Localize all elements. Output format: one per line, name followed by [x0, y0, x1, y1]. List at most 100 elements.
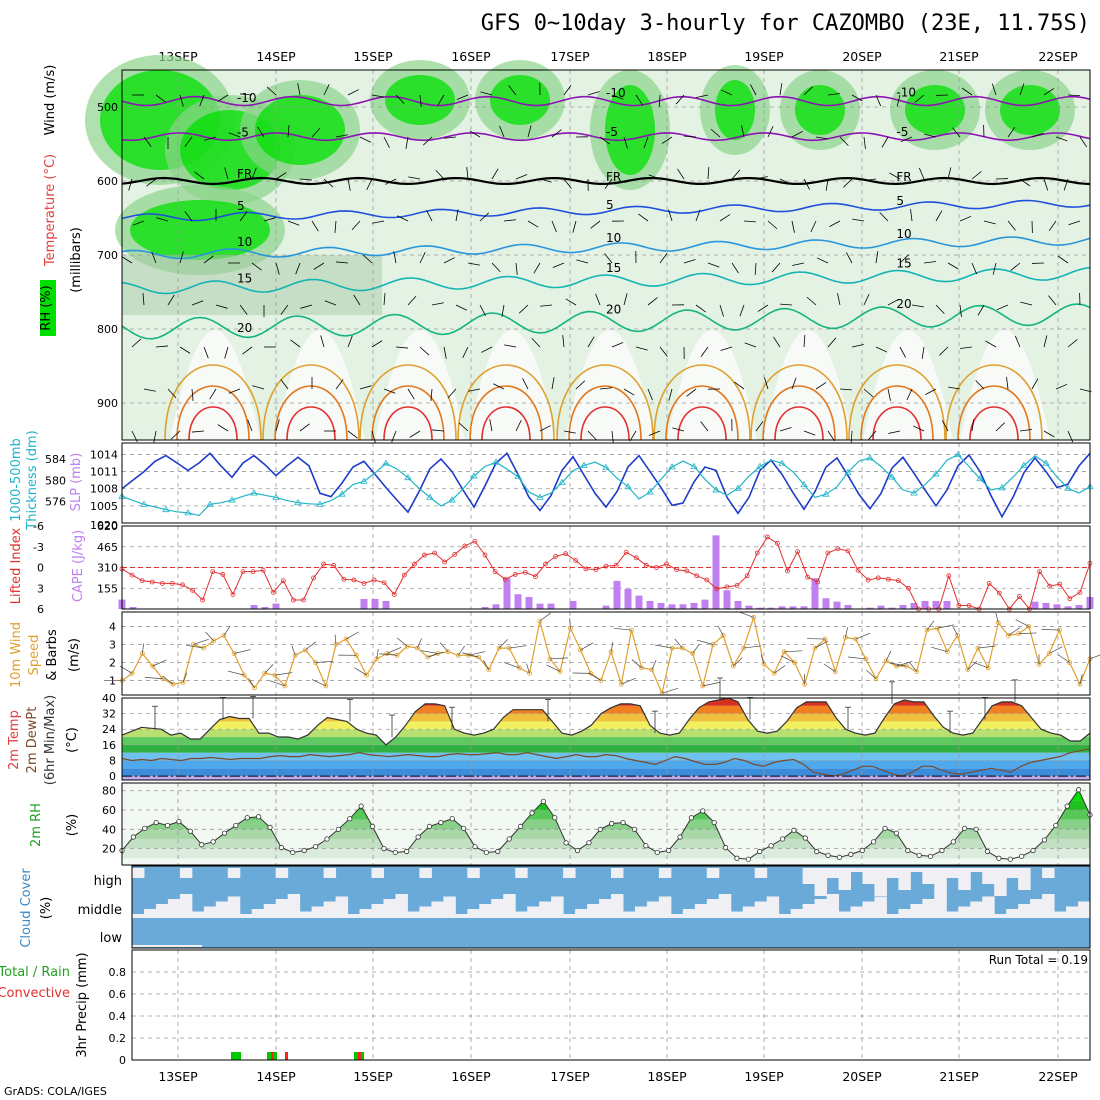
- isotherm-label: FR: [896, 170, 911, 184]
- middle-cloud-cell: [634, 906, 648, 918]
- lifted-index-marker: [603, 563, 609, 569]
- wind-barb: [816, 257, 829, 264]
- middle-cloud-cell: [766, 896, 780, 918]
- wind-barb: [757, 304, 769, 312]
- warm-isotherm: [371, 385, 445, 441]
- wind-speed-marker: [792, 660, 797, 665]
- wind-barb: [843, 178, 853, 188]
- wind-barb: [731, 169, 741, 180]
- thickness-marker: [602, 463, 610, 470]
- thickness-marker: [580, 461, 588, 468]
- wind-barb: [760, 654, 765, 665]
- high-cloud-cell: [132, 868, 145, 878]
- wind-barb: [280, 304, 289, 315]
- wind-barb: [935, 210, 943, 222]
- wind-barb: [925, 388, 937, 395]
- cape-bar: [877, 605, 885, 609]
- temp-tick: 16: [102, 739, 116, 752]
- wind-barb: [1067, 94, 1081, 97]
- wind-speed-marker: [241, 672, 247, 678]
- wind-barb: [937, 624, 955, 629]
- middle-cloud-cell: [251, 909, 265, 918]
- high-cloud-cell: [826, 868, 840, 878]
- wind-barb: [947, 262, 959, 270]
- wind-barb: [533, 262, 541, 274]
- middle-cloud-cell: [611, 894, 624, 918]
- high-cloud-cell: [994, 868, 1007, 896]
- wind-barb: [407, 388, 415, 400]
- middle-cloud-cell: [1042, 894, 1055, 918]
- rh-marker: [905, 847, 911, 854]
- rh-marker: [609, 820, 615, 827]
- middle-cloud-cell: [143, 909, 157, 918]
- middle-cloud-cell: [599, 899, 612, 918]
- rh-marker: [244, 815, 250, 821]
- precip-tick: 0.6: [109, 988, 127, 1001]
- wind-barb: [635, 346, 648, 351]
- middle-cloud-cell: [946, 911, 959, 918]
- middle-cloud-cell: [239, 914, 253, 918]
- lifted-index-marker: [966, 603, 972, 608]
- middle-cloud-cell: [395, 894, 408, 918]
- slp-thickness-panel: 1005 1008 1011 1014 576 580 584 1020: [45, 442, 1094, 532]
- middle-cloud-cell: [167, 899, 181, 918]
- bottom-date-label: 20SEP: [842, 1069, 882, 1084]
- wind-speed-marker: [710, 642, 716, 647]
- wind-barb: [386, 647, 402, 654]
- rh-marker: [381, 845, 387, 852]
- wind-barb: [850, 430, 853, 443]
- middle-cloud-cell: [359, 909, 372, 918]
- wind10-label: 10m Wind: [9, 622, 24, 688]
- wind-barb: [569, 618, 571, 629]
- lifted-index-marker: [1067, 596, 1073, 602]
- wind-barb: [610, 641, 614, 652]
- wind-barb: [443, 346, 447, 359]
- high-cloud-cell: [958, 868, 971, 890]
- middle-cloud-cell: [1054, 911, 1067, 918]
- wind-barb: [1043, 87, 1055, 96]
- rh-marker: [984, 848, 991, 855]
- wind-speed-marker: [700, 683, 706, 689]
- bottom-date-label: 13SEP: [158, 1069, 198, 1084]
- precip-tick: 0: [119, 1054, 126, 1067]
- panel-frame: [121, 611, 1091, 696]
- rh-shade: [605, 85, 655, 175]
- middle-cloud-cell: [479, 904, 492, 918]
- wind-barb: [295, 262, 301, 275]
- thickness-marker: [866, 454, 874, 461]
- thickness-marker: [756, 462, 764, 469]
- wind-barb: [269, 680, 286, 687]
- wind-barb: [827, 93, 840, 96]
- rh-marker: [426, 823, 433, 830]
- wind-barb: [313, 262, 325, 270]
- middle-cloud-cell: [622, 911, 636, 918]
- wind-barb: [717, 625, 724, 636]
- wind-barb: [347, 178, 351, 191]
- lifted-index-marker: [381, 580, 387, 586]
- wind-barb: [1018, 632, 1037, 635]
- wind-barb: [791, 377, 797, 390]
- middle-cloud-cell: [287, 894, 301, 918]
- wind-speed-marker: [578, 647, 583, 653]
- wind-barb: [967, 660, 978, 670]
- cape-bar: [701, 599, 709, 609]
- wind-barb: [867, 430, 877, 441]
- wind-barb: [305, 641, 317, 651]
- rh-marker: [1064, 803, 1070, 809]
- wind-barb: [700, 421, 709, 432]
- wind-barb: [931, 646, 948, 653]
- wind-barb: [829, 220, 841, 227]
- cape-bar: [822, 598, 830, 609]
- dry-plume: [565, 330, 655, 440]
- middle-cloud-cell: [563, 914, 576, 918]
- wind-barb: [1057, 255, 1069, 264]
- wind-barb: [335, 379, 344, 390]
- cloud-cover-panel: high middle low: [78, 865, 1091, 949]
- middle-cloud-cell: [682, 909, 696, 918]
- top-date-label: 19SEP: [744, 49, 784, 64]
- wind-barb: [823, 663, 836, 672]
- cape-tick: 155: [97, 582, 118, 595]
- wind-speed-marker: [231, 651, 237, 656]
- panel-frame: [121, 442, 1091, 524]
- isotherm-label: -10: [237, 91, 257, 105]
